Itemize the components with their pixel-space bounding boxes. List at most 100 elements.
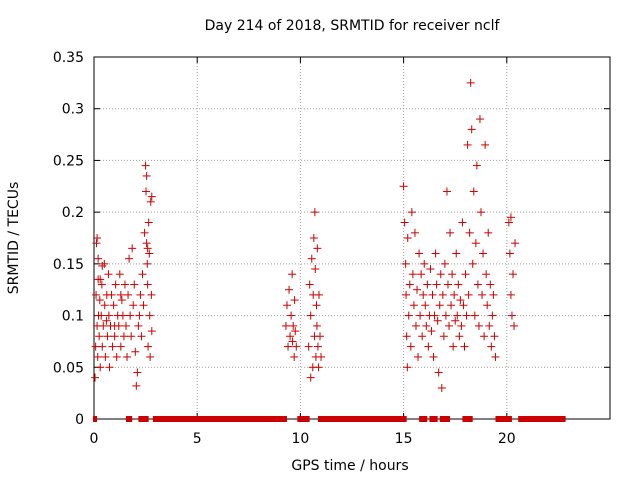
zero-value-run xyxy=(317,416,407,422)
data-point xyxy=(456,296,465,305)
data-point xyxy=(306,373,315,382)
data-point xyxy=(313,244,322,253)
data-point xyxy=(124,290,133,299)
data-point xyxy=(146,197,155,206)
data-point xyxy=(128,244,137,253)
data-point xyxy=(143,244,152,253)
data-point xyxy=(313,342,322,351)
data-point xyxy=(141,161,150,170)
data-point xyxy=(139,301,148,310)
data-point xyxy=(129,301,138,310)
data-point xyxy=(312,301,321,310)
data-point xyxy=(142,171,151,180)
data-point xyxy=(147,327,156,336)
data-point xyxy=(97,280,106,289)
data-point xyxy=(416,311,425,320)
data-point xyxy=(461,270,470,279)
y-tick-label: 0.15 xyxy=(53,257,84,273)
data-point xyxy=(109,301,118,310)
data-point xyxy=(144,218,153,227)
data-point xyxy=(310,208,319,217)
zero-value-run xyxy=(518,416,566,422)
grid-lines xyxy=(94,57,610,419)
data-point xyxy=(491,352,500,361)
x-tick-label: 10 xyxy=(291,431,309,447)
data-point xyxy=(504,218,513,227)
data-point xyxy=(125,254,134,263)
data-point xyxy=(95,296,104,305)
zero-value-run xyxy=(297,416,310,422)
data-point xyxy=(506,290,515,299)
data-point xyxy=(137,332,146,341)
data-point xyxy=(99,321,108,330)
data-point xyxy=(100,301,109,310)
data-point xyxy=(439,332,448,341)
data-point xyxy=(469,187,478,196)
chart-title: Day 214 of 2018, SRMTID for receiver ncl… xyxy=(205,18,501,34)
data-point xyxy=(91,373,100,382)
data-point xyxy=(116,342,125,351)
data-point xyxy=(479,249,488,258)
data-point xyxy=(436,270,445,279)
zero-value-run xyxy=(439,416,451,422)
zero-value-run xyxy=(495,416,512,422)
x-tick-label: 5 xyxy=(193,431,202,447)
data-point xyxy=(123,352,132,361)
data-point xyxy=(462,311,471,320)
data-point xyxy=(306,311,315,320)
data-point xyxy=(96,363,105,372)
data-point xyxy=(445,321,454,330)
data-point xyxy=(406,342,415,351)
data-point xyxy=(285,285,294,294)
data-point xyxy=(438,290,447,299)
data-point xyxy=(291,327,300,336)
data-point xyxy=(426,265,435,274)
data-point xyxy=(399,182,408,191)
data-point xyxy=(316,332,325,341)
data-point xyxy=(402,290,411,299)
data-point xyxy=(417,270,426,279)
data-point xyxy=(132,381,141,390)
data-point xyxy=(92,239,101,248)
data-point xyxy=(93,234,102,242)
data-point xyxy=(449,342,458,351)
data-point xyxy=(305,280,314,289)
data-point xyxy=(145,311,154,320)
data-point xyxy=(508,270,517,279)
data-point xyxy=(94,254,103,263)
data-point xyxy=(447,301,456,310)
data-point xyxy=(309,234,318,242)
data-point xyxy=(460,342,469,351)
data-point xyxy=(457,321,466,330)
x-tick-label: 20 xyxy=(498,431,516,447)
data-point xyxy=(142,239,151,248)
data-point xyxy=(463,140,472,149)
data-point xyxy=(101,352,110,361)
data-point xyxy=(434,368,443,377)
data-point xyxy=(287,311,296,320)
data-point xyxy=(115,270,124,279)
data-point xyxy=(480,332,489,341)
data-point xyxy=(288,270,297,279)
data-point xyxy=(131,347,140,356)
data-point xyxy=(489,290,498,299)
data-point xyxy=(111,280,120,289)
data-point xyxy=(486,280,495,289)
data-point xyxy=(483,301,492,310)
data-point xyxy=(481,140,490,149)
data-point xyxy=(411,321,420,330)
data-point xyxy=(420,259,429,268)
data-point xyxy=(136,290,145,299)
data-point xyxy=(450,290,459,299)
data-point xyxy=(289,321,298,330)
data-point xyxy=(440,259,449,268)
data-point xyxy=(470,311,479,320)
data-point xyxy=(120,280,129,289)
zero-value-run xyxy=(462,416,473,422)
data-point xyxy=(121,321,130,330)
data-point xyxy=(314,363,323,372)
data-point xyxy=(432,280,441,289)
zero-value-run xyxy=(152,416,287,422)
data-point xyxy=(100,259,109,268)
data-point xyxy=(453,311,462,320)
